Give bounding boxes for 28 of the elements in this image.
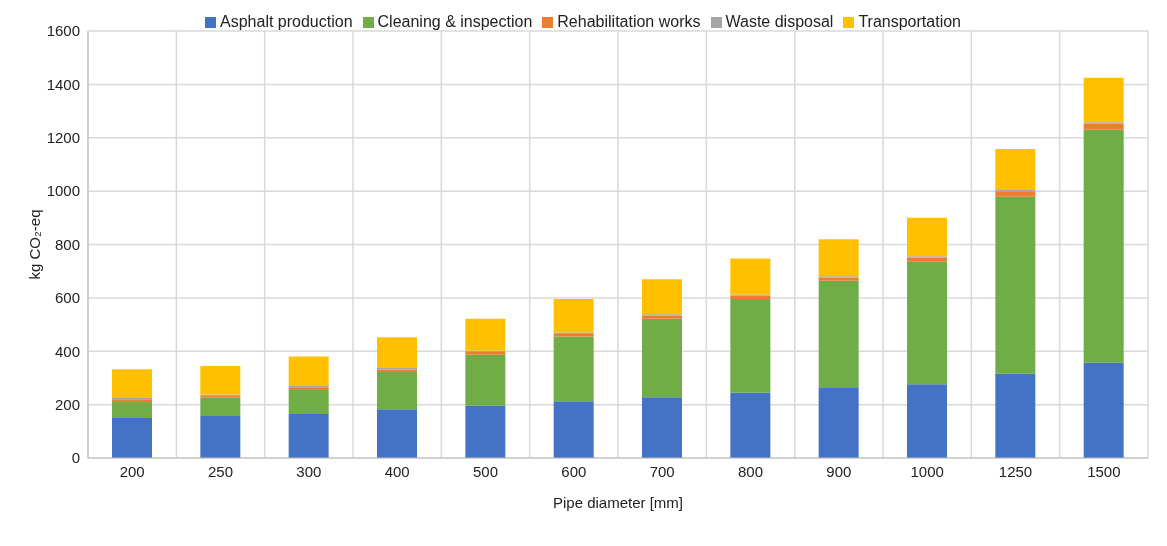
y-tick-label: 400 <box>54 342 80 360</box>
y-tick-label: 1200 <box>46 129 80 147</box>
legend-label: Rehabilitation works <box>557 13 701 30</box>
x-tick-label: 200 <box>119 462 145 480</box>
y-tick-label: 800 <box>54 235 80 253</box>
x-tick-label: 250 <box>207 462 234 480</box>
y-tick-label: 1600 <box>46 22 80 40</box>
legend-label: Transportation <box>858 13 961 30</box>
x-tick-label: 1500 <box>1087 462 1121 480</box>
y-tick-label: 1400 <box>46 75 80 93</box>
x-tick-label: 600 <box>561 462 587 480</box>
y-tick-label: 600 <box>54 289 80 307</box>
y-tick-label: 200 <box>54 395 80 413</box>
legend-label: Cleaning & inspection <box>377 13 533 30</box>
x-tick-label: 900 <box>826 462 852 480</box>
x-tick-label: 300 <box>296 462 322 480</box>
x-tick-label: 700 <box>649 462 675 480</box>
y-axis-title: kg CO₂-eq <box>26 209 43 280</box>
y-tick-label: 1000 <box>46 182 80 200</box>
y-tick-label: 0 <box>71 449 80 467</box>
x-tick-label: 500 <box>472 462 499 480</box>
legend-label: Asphalt production <box>220 13 353 30</box>
legend-label: Waste disposal <box>725 13 834 30</box>
x-tick-label: 1250 <box>998 462 1033 480</box>
x-axis-title: Pipe diameter [mm] <box>552 494 684 511</box>
x-tick-label: 400 <box>384 462 410 480</box>
x-tick-label: 800 <box>737 462 764 480</box>
x-tick-label: 1000 <box>910 462 944 480</box>
